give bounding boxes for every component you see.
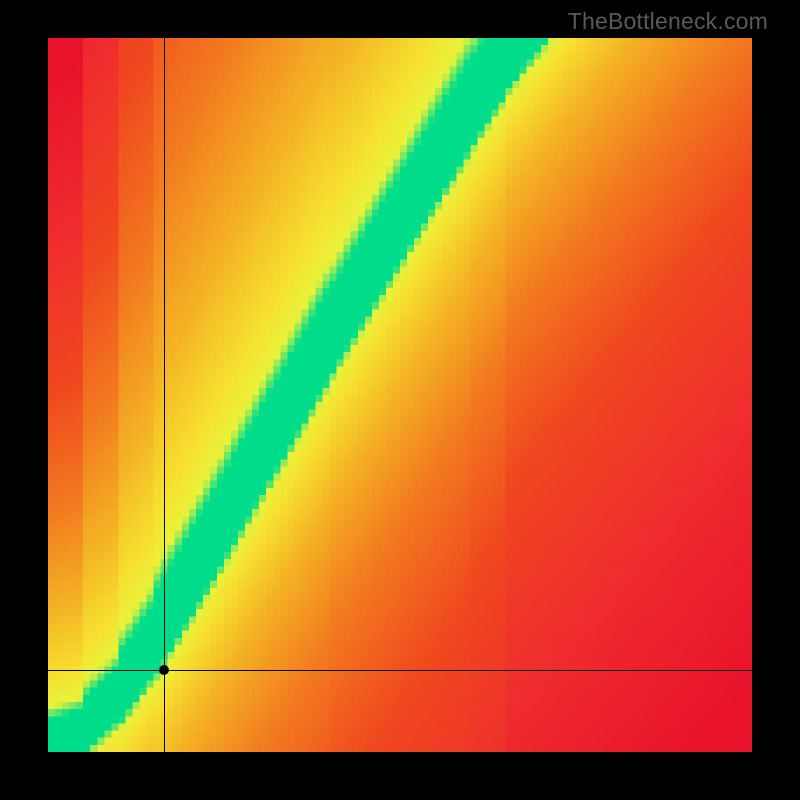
marker-dot	[159, 665, 169, 675]
watermark-text: TheBottleneck.com	[568, 8, 768, 35]
heatmap-canvas	[48, 38, 752, 752]
bottleneck-heatmap	[48, 38, 752, 752]
